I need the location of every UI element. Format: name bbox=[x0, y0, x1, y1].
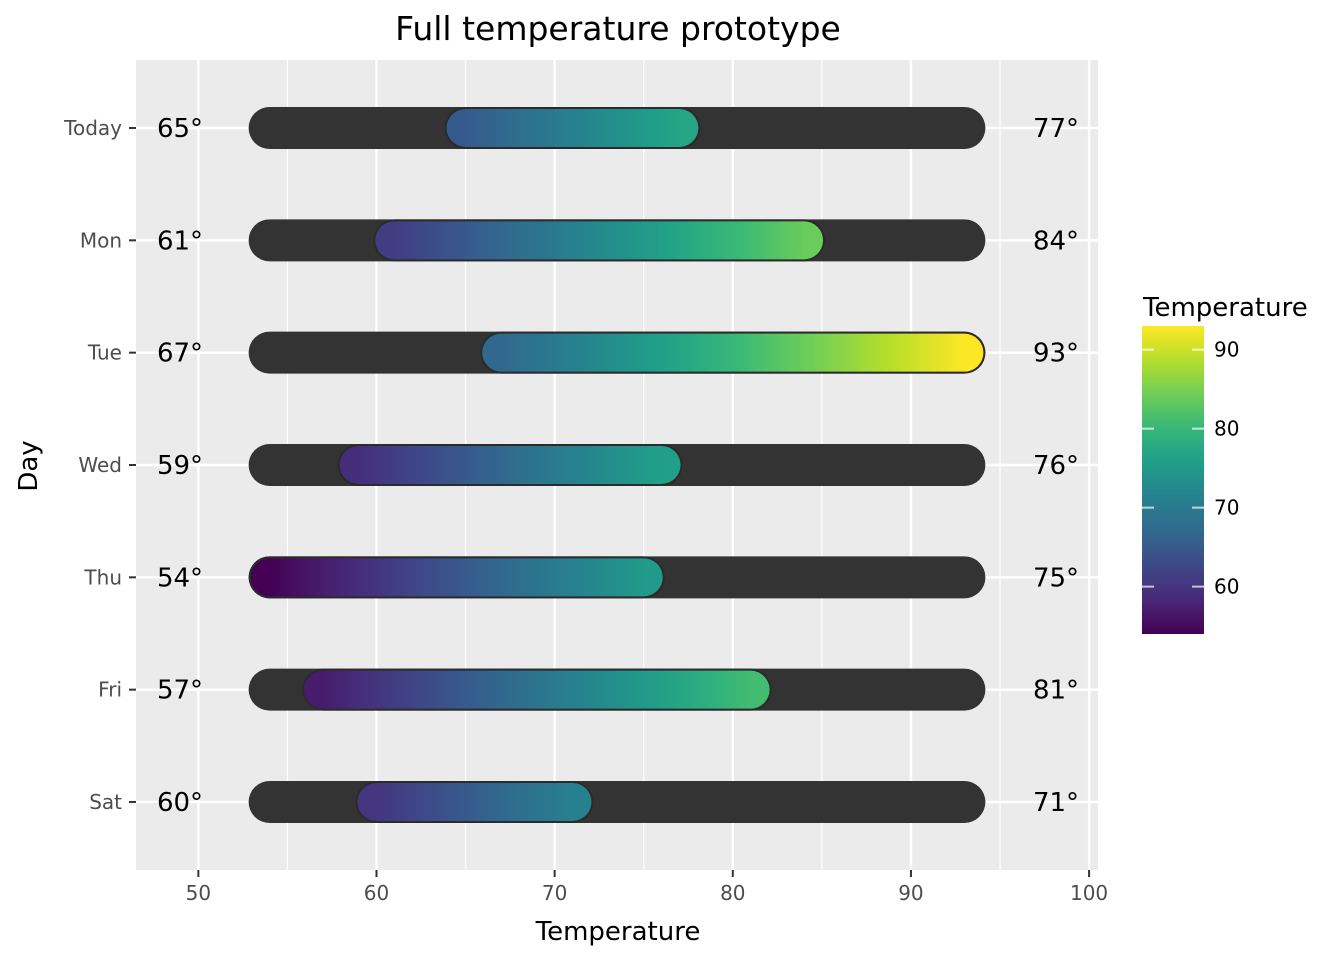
low-value-label: 59° bbox=[157, 451, 203, 481]
y-tick-label: Sat bbox=[89, 790, 122, 814]
legend-ticks: 60 70 80 90 bbox=[1142, 338, 1239, 599]
x-tick-label: 100 bbox=[1070, 881, 1108, 905]
high-value-label: 71° bbox=[1033, 788, 1079, 818]
y-axis-title: Day bbox=[14, 440, 44, 491]
low-value-labels: 65° 61° 67° 59° 54° 57° 60° bbox=[157, 114, 203, 818]
low-value-label: 57° bbox=[157, 676, 203, 706]
legend-title: Temperature bbox=[1142, 293, 1308, 323]
color-legend: Temperature 60 70 80 90 bbox=[1142, 293, 1308, 634]
low-value-label: 65° bbox=[157, 114, 203, 144]
x-tick-label: 80 bbox=[720, 881, 745, 905]
y-tick-label: Mon bbox=[80, 228, 122, 252]
low-value-label: 67° bbox=[157, 339, 203, 369]
y-tick-label: Wed bbox=[78, 453, 122, 477]
high-value-label: 76° bbox=[1033, 451, 1079, 481]
x-tick-label: 50 bbox=[186, 881, 211, 905]
legend-tick-label: 90 bbox=[1214, 338, 1239, 362]
legend-tick-label: 60 bbox=[1214, 575, 1239, 599]
high-value-label: 77° bbox=[1033, 114, 1079, 144]
low-value-label: 61° bbox=[157, 226, 203, 256]
y-tick-label: Thu bbox=[83, 565, 122, 589]
x-tick-label: 70 bbox=[542, 881, 567, 905]
temperature-range-bars bbox=[248, 107, 986, 823]
legend-colorbar bbox=[1142, 326, 1204, 634]
high-value-labels: 77° 84° 93° 76° 75° 81° 71° bbox=[1033, 114, 1079, 818]
x-axis: 50 60 70 80 90 100 bbox=[186, 870, 1108, 905]
low-value-label: 60° bbox=[157, 788, 203, 818]
x-tick-label: 60 bbox=[364, 881, 389, 905]
x-axis-title: Temperature bbox=[535, 917, 701, 947]
legend-tick-label: 70 bbox=[1214, 496, 1239, 520]
high-value-label: 81° bbox=[1033, 676, 1079, 706]
y-tick-label: Tue bbox=[87, 341, 122, 365]
high-value-label: 84° bbox=[1033, 226, 1079, 256]
y-tick-label: Fri bbox=[98, 678, 122, 702]
legend-tick-label: 80 bbox=[1214, 417, 1239, 441]
chart-title: Full temperature prototype bbox=[395, 9, 841, 48]
low-value-label: 54° bbox=[157, 563, 203, 593]
x-tick-label: 90 bbox=[898, 881, 923, 905]
high-value-label: 93° bbox=[1033, 339, 1079, 369]
y-tick-label: Today bbox=[63, 116, 122, 140]
y-axis: Today Mon Tue Wed Thu Fri Sat bbox=[63, 116, 136, 814]
high-value-label: 75° bbox=[1033, 563, 1079, 593]
